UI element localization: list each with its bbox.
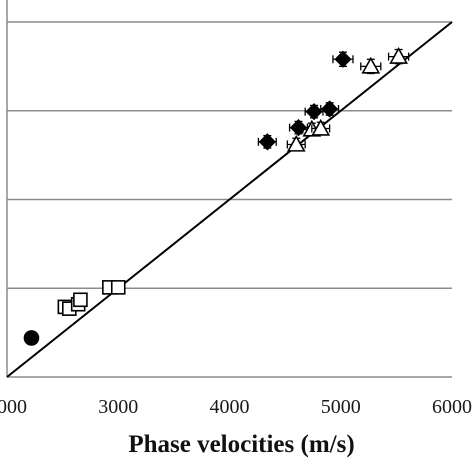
x-tick-label: 3000 xyxy=(98,396,138,418)
x-tick-label: 2000 xyxy=(0,396,27,418)
marker-triangle xyxy=(389,46,408,64)
marker-diamond xyxy=(334,50,352,68)
x-tick-label: 5000 xyxy=(321,396,361,418)
data-point-diamond xyxy=(332,50,354,68)
marker-diamond xyxy=(258,133,276,151)
data-point-diamond xyxy=(288,118,309,137)
marker-triangle xyxy=(361,56,381,74)
data-point-circle xyxy=(23,330,40,346)
x-tick-label: 6000 xyxy=(432,396,472,418)
marker-square xyxy=(73,292,88,308)
marker-diamond xyxy=(305,103,323,121)
marker-circle xyxy=(23,330,40,346)
marker-triangle xyxy=(286,134,306,152)
marker-diamond xyxy=(320,100,339,118)
data-point-triangle xyxy=(387,46,410,65)
reference-line-layer xyxy=(6,21,453,378)
marker-square xyxy=(110,280,126,295)
data-point-triangle xyxy=(286,134,306,152)
x-axis-title: Phase velocities (m/s) xyxy=(128,431,354,458)
marker-diamond xyxy=(289,118,308,137)
grid-lines xyxy=(7,21,452,289)
data-point-square xyxy=(73,292,88,308)
series-circle xyxy=(23,330,40,346)
series-triangle xyxy=(286,46,410,152)
series-diamond xyxy=(257,50,354,151)
x-tick-labels: 2000 3000 4000 5000 6000 xyxy=(0,396,472,418)
x-tick-label: 4000 xyxy=(210,396,250,418)
data-point-diamond xyxy=(257,133,277,151)
data-point-triangle xyxy=(311,118,331,136)
reference-line xyxy=(6,21,453,378)
data-points xyxy=(23,46,410,346)
marker-triangle xyxy=(311,118,331,136)
data-point-diamond xyxy=(320,100,340,118)
series-square xyxy=(57,280,126,316)
data-point-square xyxy=(110,280,126,295)
data-point-triangle xyxy=(360,56,382,75)
